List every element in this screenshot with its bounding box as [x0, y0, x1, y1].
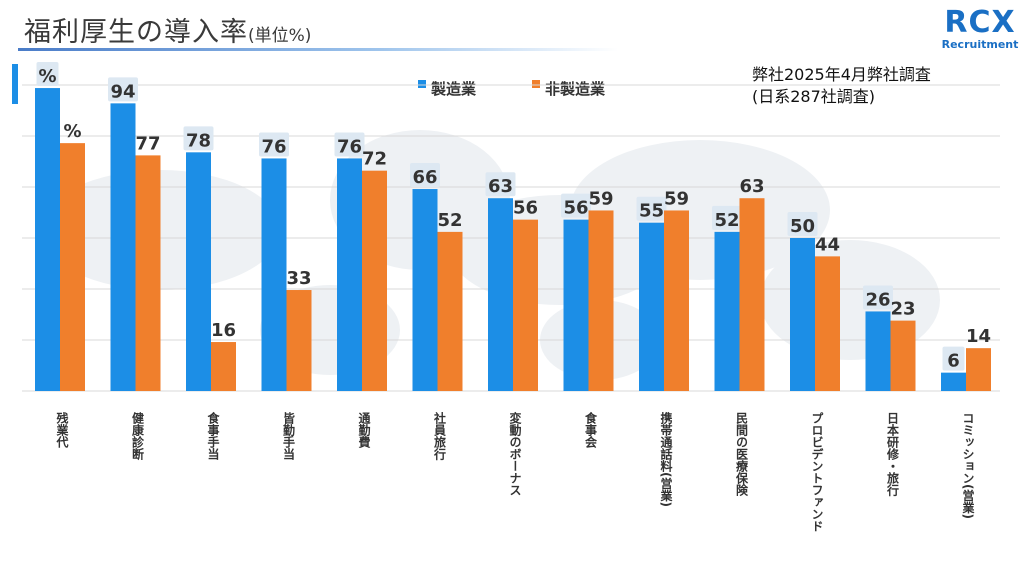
- data-label-box: [410, 163, 440, 188]
- data-label-manufacturing: 94: [110, 81, 135, 102]
- bar-non-manufacturing: [286, 290, 312, 391]
- bar-manufacturing: [563, 219, 589, 391]
- left-accent-bar: [12, 64, 18, 104]
- data-label-manufacturing: 56: [563, 198, 588, 219]
- bar-non-manufacturing: [815, 256, 840, 391]
- data-label-box: [561, 193, 591, 218]
- data-label-non-manufacturing: 56: [513, 198, 538, 219]
- data-label-non-manufacturing: 59: [588, 188, 613, 209]
- data-label-box: [334, 132, 365, 157]
- data-label-box: [942, 346, 965, 371]
- logo-mark: RCX: [940, 8, 1020, 38]
- bar-non-manufacturing: [588, 210, 614, 391]
- data-label-box: [787, 212, 818, 236]
- bar-manufacturing: [412, 189, 438, 391]
- bar-manufacturing: [488, 198, 513, 391]
- category-label: 変動のボーナス: [508, 411, 522, 496]
- data-label-non-manufacturing: 72: [362, 149, 387, 170]
- data-label-manufacturing: 78: [186, 130, 211, 151]
- data-label-manufacturing: 63: [488, 176, 513, 197]
- bar-non-manufacturing: [739, 198, 765, 391]
- data-label-box: [183, 126, 214, 151]
- map-shape: [570, 140, 830, 280]
- category-label: 健康診断: [131, 411, 145, 461]
- bar-manufacturing: [337, 158, 362, 391]
- category-label: 携帯通話料(営業): [659, 411, 673, 507]
- survey-note-line2: (日系287社調査): [752, 87, 876, 106]
- data-label-box: [712, 205, 742, 230]
- category-label: 社員旅行: [433, 411, 447, 461]
- bar-manufacturing: [790, 238, 815, 391]
- data-label-non-manufacturing: 77: [135, 133, 160, 154]
- bar-non-manufacturing: [135, 155, 161, 391]
- title-text: 福利厚生の導入率: [24, 17, 248, 48]
- title-underline: [18, 48, 618, 51]
- bar-manufacturing: [714, 231, 740, 391]
- bar-non-manufacturing: [513, 219, 538, 391]
- category-label: 残業代: [55, 411, 69, 449]
- bar-non-manufacturing: [966, 348, 991, 391]
- category-label: 食事手当: [206, 411, 220, 461]
- data-label-box: [259, 132, 289, 157]
- data-label-non-manufacturing: %: [63, 121, 81, 142]
- category-label: 民間の医療保険: [735, 412, 749, 497]
- data-label-manufacturing: 6: [947, 351, 960, 372]
- data-label-non-manufacturing: 44: [815, 234, 840, 255]
- category-label: 皆勤手当: [282, 411, 296, 461]
- category-label: 食事会: [584, 411, 598, 449]
- data-label-box: [485, 172, 516, 197]
- bar-manufacturing: [35, 88, 60, 391]
- bar-non-manufacturing: [211, 342, 236, 391]
- page-title: 福利厚生の導入率(単位%): [24, 10, 311, 49]
- bar-non-manufacturing: [890, 320, 916, 391]
- data-label-non-manufacturing: 63: [739, 176, 764, 197]
- data-label-box: [636, 196, 667, 221]
- data-label-box: [863, 285, 893, 310]
- data-label-manufacturing: 52: [714, 210, 739, 231]
- category-label: コミッション(営業): [961, 412, 975, 519]
- data-label-manufacturing: 50: [790, 216, 815, 237]
- data-label-manufacturing: 76: [261, 136, 286, 157]
- logo-subtitle: Recruitment: [941, 38, 1019, 51]
- survey-note-line1: 弊社2025年4月弊社調査: [752, 65, 931, 84]
- data-label-non-manufacturing: 14: [966, 326, 991, 347]
- category-label: プロビデントファンド: [810, 412, 824, 532]
- bar-non-manufacturing: [362, 170, 387, 391]
- data-label-non-manufacturing: 52: [437, 210, 462, 231]
- bar-non-manufacturing: [60, 143, 85, 391]
- legend-swatch-manufacturing: [418, 80, 426, 88]
- legend-swatch-non-manufacturing: [532, 80, 540, 88]
- company-logo: RCX Recruitment: [940, 8, 1020, 51]
- data-label-non-manufacturing: 33: [286, 268, 311, 289]
- data-label-non-manufacturing: 16: [211, 320, 236, 341]
- survey-note: 弊社2025年4月弊社調査 (日系287社調査): [752, 64, 931, 108]
- data-label-manufacturing: 26: [865, 289, 890, 310]
- logo-x: X: [991, 5, 1016, 40]
- data-label-box: [36, 62, 59, 87]
- bar-non-manufacturing: [437, 231, 463, 391]
- title-unit: (単位%): [248, 26, 312, 46]
- bar-manufacturing: [110, 103, 136, 392]
- data-label-non-manufacturing: 59: [664, 188, 689, 209]
- bar-manufacturing: [865, 311, 891, 391]
- data-label-manufacturing: 76: [337, 136, 362, 157]
- bar-manufacturing: [261, 158, 287, 391]
- bar-manufacturing: [639, 222, 664, 391]
- data-label-manufacturing: %: [38, 66, 56, 87]
- data-label-box: [108, 77, 138, 102]
- bar-non-manufacturing: [664, 210, 689, 391]
- category-label: 通勤費: [357, 411, 371, 449]
- logo-letters: RC: [944, 5, 992, 40]
- bar-manufacturing: [941, 372, 966, 391]
- category-label: 日本研修・旅行: [886, 412, 900, 497]
- data-label-non-manufacturing: 23: [890, 299, 915, 320]
- data-label-manufacturing: 66: [412, 167, 437, 188]
- data-label-manufacturing: 55: [639, 201, 664, 222]
- bar-manufacturing: [186, 152, 211, 391]
